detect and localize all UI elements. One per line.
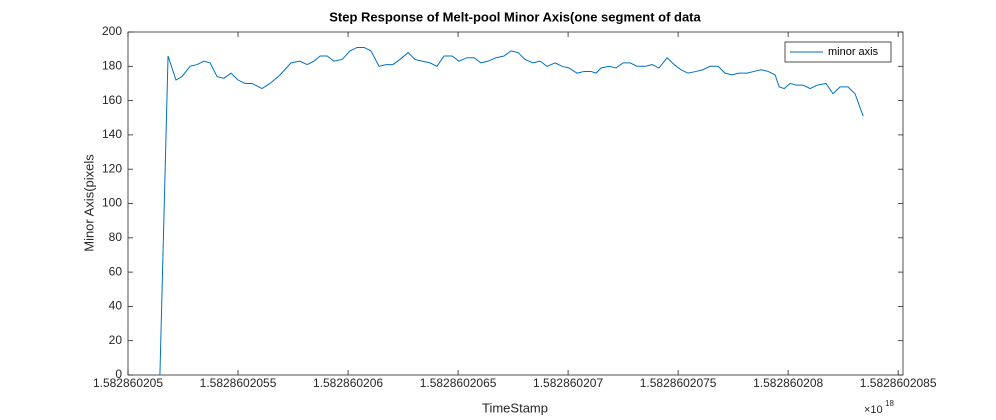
x-tick-label: 1.582860208 xyxy=(753,376,823,390)
x-exponent-base: ×10 xyxy=(864,404,883,416)
x-exponent-power: 18 xyxy=(885,399,894,408)
x-tick-label: 1.5828602055 xyxy=(200,376,277,390)
y-tick-label: 60 xyxy=(109,264,123,278)
x-tick-label: 1.582860206 xyxy=(313,376,383,390)
plot-area xyxy=(127,31,904,376)
legend-label: minor axis xyxy=(828,46,879,58)
y-tick-label: 180 xyxy=(102,58,122,72)
x-tick-label: 1.582860205 xyxy=(93,376,163,390)
y-tick-label: 40 xyxy=(109,299,123,313)
chart-title: Step Response of Melt-pool Minor Axis(on… xyxy=(329,9,701,24)
data-line xyxy=(159,46,864,376)
y-tick-label: 200 xyxy=(102,24,122,38)
x-tick-label: 1.5828602075 xyxy=(640,376,717,390)
x-axis-label: TimeStamp xyxy=(482,400,548,415)
y-tick-label: 100 xyxy=(102,196,122,210)
y-axis-label: Minor Axis(pixels xyxy=(81,154,96,252)
y-tick-label: 20 xyxy=(109,333,123,347)
x-tick-label: 1.582860207 xyxy=(533,376,603,390)
y-tick-label: 140 xyxy=(102,127,122,141)
y-tick-label: 0 xyxy=(115,367,122,381)
legend-box xyxy=(784,41,892,63)
y-tick-label: 160 xyxy=(102,93,122,107)
y-tick-label: 120 xyxy=(102,161,122,175)
y-tick-label: 80 xyxy=(109,230,123,244)
x-tick-label: 1.5828602085 xyxy=(860,376,937,390)
x-tick-label: 1.5828602065 xyxy=(420,376,497,390)
